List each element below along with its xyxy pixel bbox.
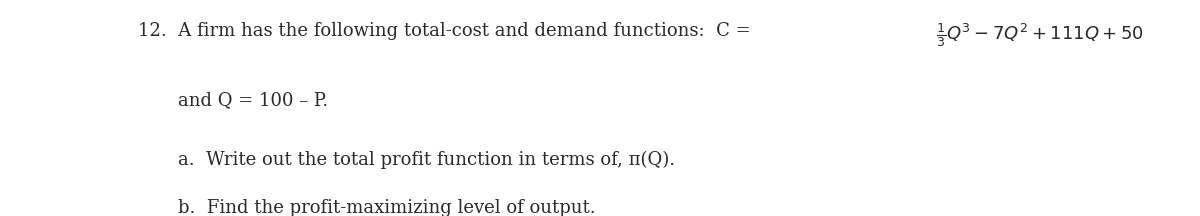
Text: b.  Find the profit-maximizing level of output.: b. Find the profit-maximizing level of o… [178,199,595,216]
Text: $\frac{1}{3}Q^3 - 7Q^2 + 111Q + 50$: $\frac{1}{3}Q^3 - 7Q^2 + 111Q + 50$ [936,22,1144,49]
Text: and Q = 100 – P.: and Q = 100 – P. [178,91,328,109]
Text: a.  Write out the total profit function in terms of, π(Q).: a. Write out the total profit function i… [178,151,674,169]
Text: 12.  A firm has the following total-cost and demand functions:  C =: 12. A firm has the following total-cost … [138,22,756,40]
